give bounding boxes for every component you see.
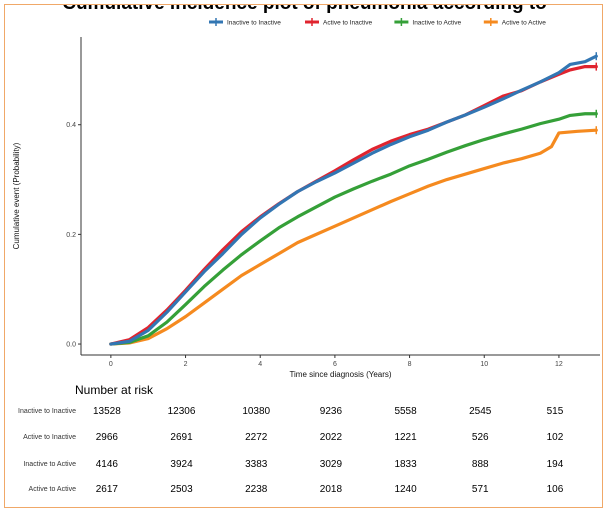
legend: Inactive to Inactive Active to Inactive In… [209,18,546,27]
risk-value: 1240 [394,484,417,495]
series-line-active-to-inactive [109,65,598,346]
risk-value: 4146 [95,459,118,470]
risk-value: 3383 [245,459,268,470]
risk-value: 2545 [469,406,492,417]
legend-label: Active to Inactive [323,20,373,27]
cumulative-incidence-chart: Inactive to Inactive Active to Inactive In… [12,18,600,379]
risk-value: 5558 [394,406,417,417]
risk-value: 888 [471,459,489,470]
risk-value: 1221 [394,432,417,443]
risk-value: 10380 [242,406,271,417]
series-line-active-to-active [109,128,598,346]
series-line-inactive-to-inactive [109,54,598,346]
risk-table-row: Active to Inactive 2966 2691 2272 2022 1221 52… [5,430,602,446]
legend-label: Inactive to Inactive [227,20,281,27]
risk-value: 194 [546,459,564,470]
legend-item: Active to Active [483,18,546,27]
risk-value: 2966 [95,432,118,443]
x-ticks: 0 2 4 6 8 10 12 [109,355,563,368]
risk-value: 515 [546,406,564,417]
y-axis-label: Cumulative event (Probability) [12,142,21,249]
y-tick-label: 0.2 [66,232,76,239]
risk-table-row: Inactive to Active 4146 3924 3383 3029 1833 88… [5,457,602,473]
risk-value: 2018 [319,484,343,495]
risk-value: 13528 [92,406,121,417]
risk-value: 3029 [319,459,343,470]
risk-value: 12306 [167,406,196,417]
chart-title: Cumulative incidence plot of pneumonia a… [5,5,602,15]
risk-value: 2272 [245,432,268,443]
x-axis-label: Time since diagnosis (Years) [289,370,391,379]
risk-row-label: Inactive to Inactive [18,408,76,415]
risk-value: 9236 [319,406,343,417]
risk-value: 2503 [170,484,193,495]
x-tick-label: 10 [480,361,488,368]
x-tick-label: 12 [555,361,563,368]
risk-table-title: Number at risk [75,383,154,397]
x-tick-label: 8 [408,361,412,368]
risk-value: 526 [471,432,489,443]
risk-row-label: Active to Active [28,486,76,493]
y-ticks: 0.0 0.2 0.4 [66,122,81,349]
legend-label: Active to Active [502,20,546,27]
x-tick-label: 0 [109,361,113,368]
risk-value: 102 [546,432,564,443]
y-tick-label: 0.0 [66,342,76,349]
figure-frame: Cumulative incidence plot of pneumonia a… [4,4,603,508]
series-line-inactive-to-active [109,112,598,346]
risk-value: 106 [546,484,564,495]
risk-table-row: Active to Active 2617 2503 2238 2018 1240 571 1… [5,482,602,498]
x-tick-label: 4 [258,361,262,368]
x-tick-label: 6 [333,361,337,368]
risk-table-row: Inactive to Inactive 13528 12306 10380 9236 5… [5,404,602,420]
risk-value: 1833 [394,459,417,470]
y-tick-label: 0.4 [66,122,76,129]
risk-value: 2617 [95,484,118,495]
x-tick-label: 2 [184,361,188,368]
risk-value: 2238 [245,484,268,495]
series-group [109,52,598,346]
risk-row-label: Active to Inactive [23,434,76,441]
legend-label: Inactive to Active [412,20,461,27]
risk-row-label: Inactive to Active [23,461,76,468]
risk-value: 571 [471,484,489,495]
risk-value: 2691 [170,432,193,443]
legend-item: Active to Inactive [305,18,373,27]
risk-value: 2022 [319,432,343,443]
risk-value: 3924 [170,459,193,470]
legend-item: Inactive to Inactive [209,18,281,27]
legend-item: Inactive to Active [394,18,462,27]
axes: 0 2 4 6 8 10 12 0.0 0.2 0.4 Time since diagnosis… [12,37,600,379]
